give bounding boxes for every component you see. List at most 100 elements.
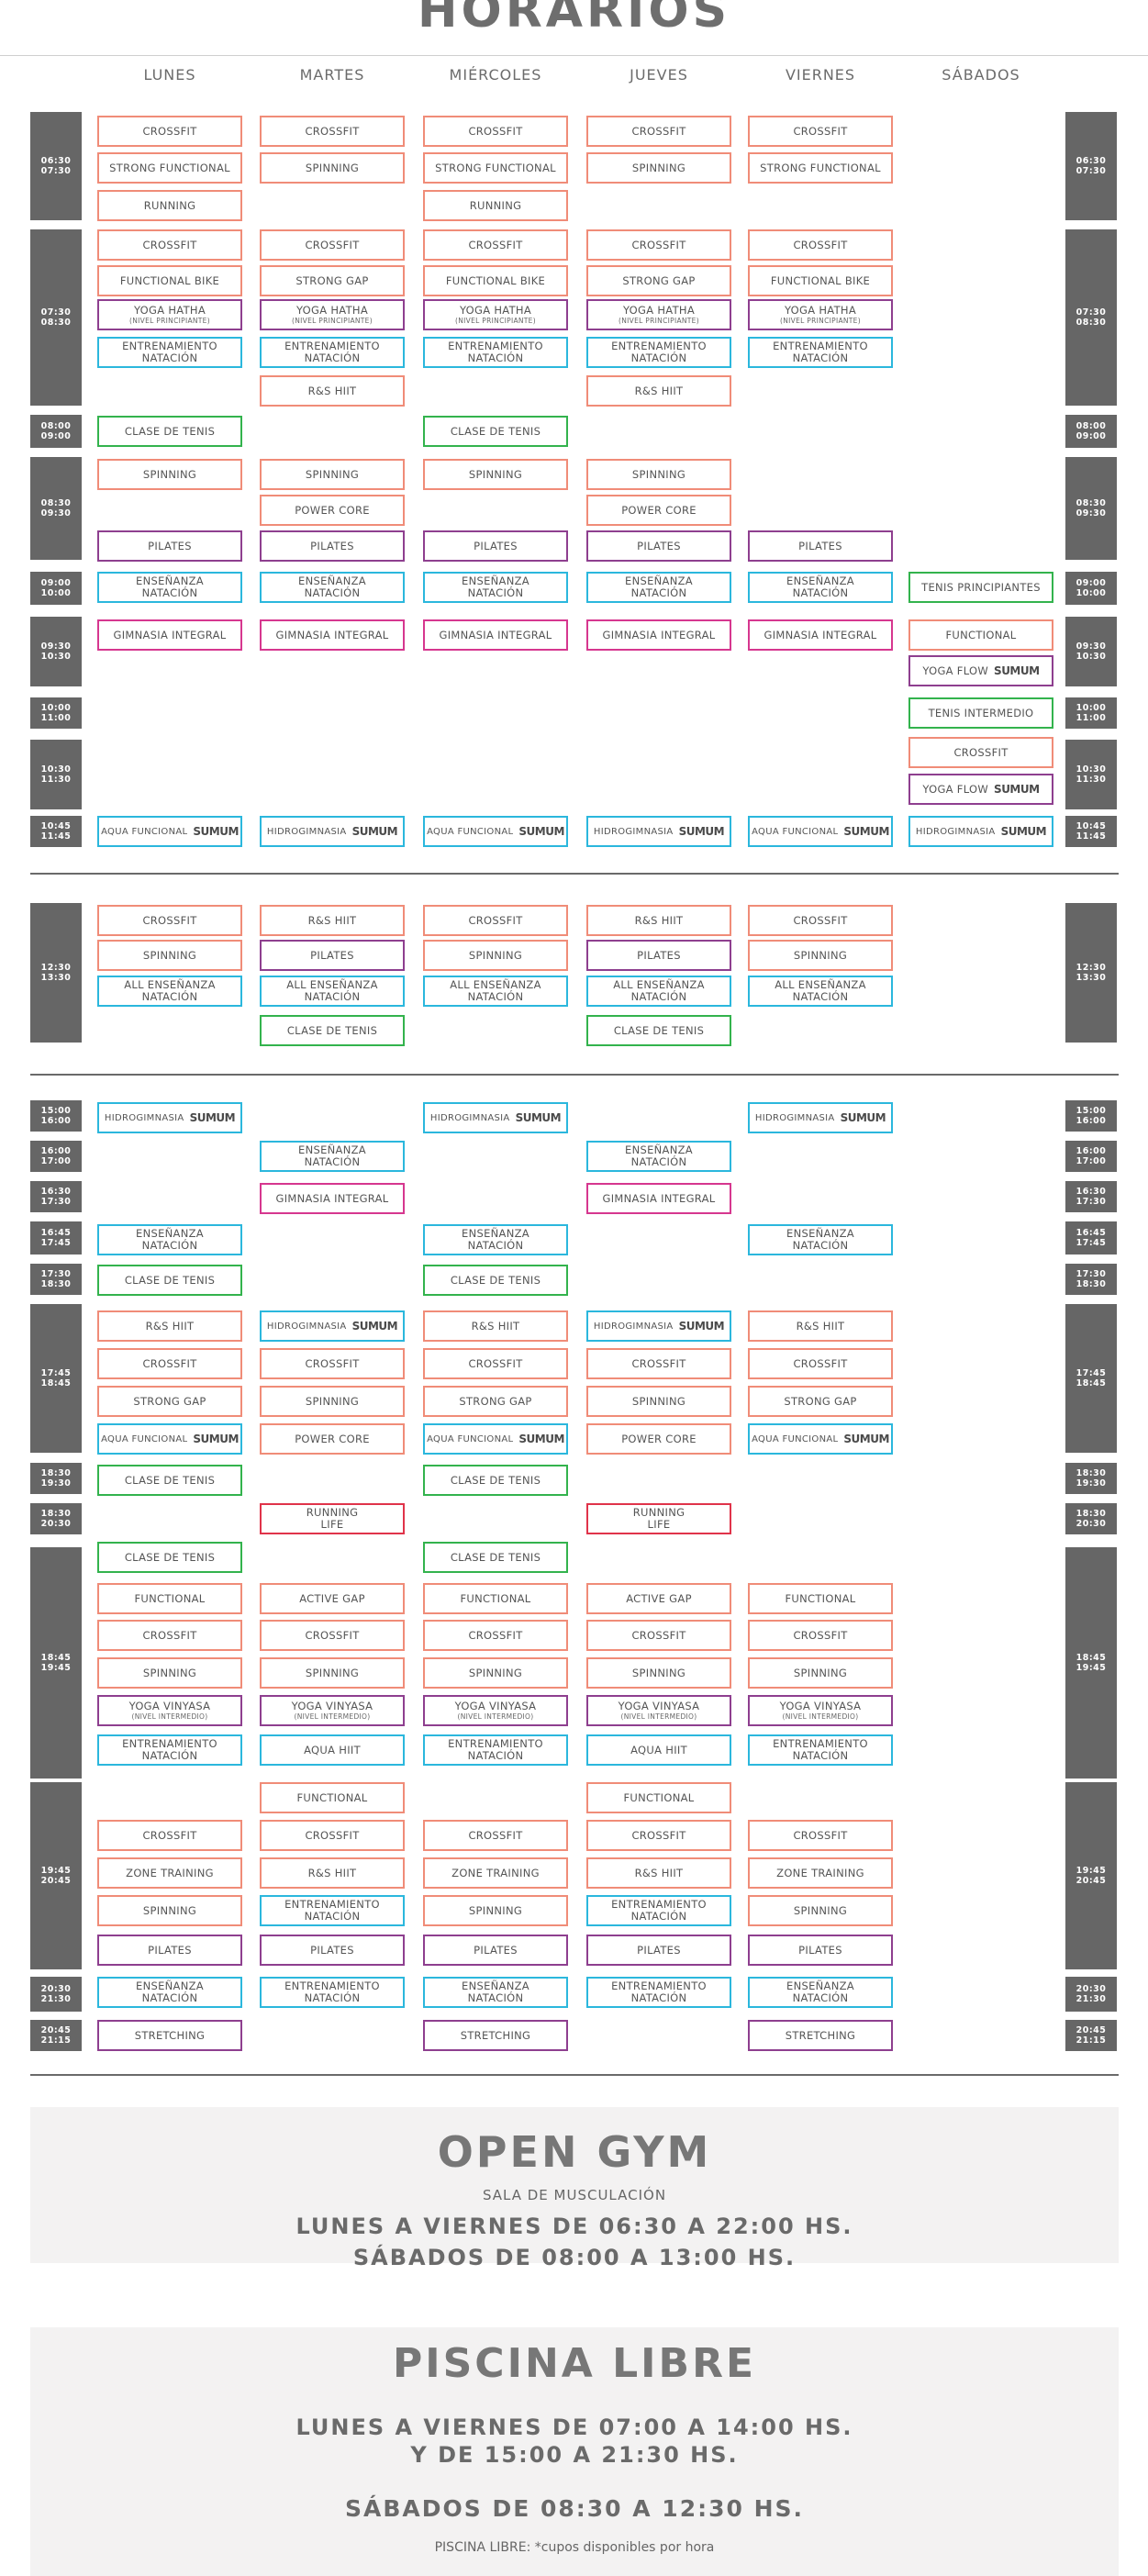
class-cell[interactable]: STRONG GAP	[586, 265, 731, 296]
class-cell[interactable]: CROSSFIT	[423, 1620, 568, 1651]
class-cell[interactable]: RUNNING	[423, 190, 568, 221]
class-cell[interactable]: ENTRENAMIENTO NATACIÓN	[260, 1895, 405, 1926]
class-cell[interactable]: POWER CORE	[586, 495, 731, 526]
class-cell[interactable]: SPINNING	[97, 1657, 242, 1689]
class-cell[interactable]: FUNCTIONAL	[748, 1583, 893, 1614]
class-cell[interactable]: FUNCTIONAL	[423, 1583, 568, 1614]
class-cell[interactable]: AQUA FUNCIONAL SUMUM	[423, 816, 568, 847]
class-cell[interactable]: HIDROGIMNASIA SUMUM	[748, 1102, 893, 1133]
class-cell[interactable]: ALL ENSEÑANZA NATACIÓN	[260, 976, 405, 1007]
class-cell[interactable]: AQUA FUNCIONAL SUMUM	[97, 816, 242, 847]
class-cell[interactable]: ZONE TRAINING	[748, 1857, 893, 1889]
class-cell[interactable]: PILATES	[260, 530, 405, 562]
class-cell[interactable]: SPINNING	[586, 1657, 731, 1689]
class-cell[interactable]: CROSSFIT	[423, 1820, 568, 1851]
class-cell[interactable]: CROSSFIT	[260, 1820, 405, 1851]
class-cell[interactable]: CROSSFIT	[423, 229, 568, 261]
class-cell[interactable]: YOGA HATHA (NIVEL PRINCIPIANTE)	[423, 299, 568, 330]
class-cell[interactable]: ENSEÑANZA NATACIÓN	[260, 572, 405, 603]
class-cell[interactable]: YOGA VINYASA (NIVEL INTERMEDIO)	[586, 1695, 731, 1726]
class-cell[interactable]: PILATES	[586, 1935, 731, 1966]
class-cell[interactable]: ENSEÑANZA NATACIÓN	[97, 1977, 242, 2008]
class-cell[interactable]: ENTRENAMIENTO NATACIÓN	[748, 337, 893, 368]
class-cell[interactable]: SPINNING	[423, 1657, 568, 1689]
class-cell[interactable]: HIDROGIMNASIA SUMUM	[260, 816, 405, 847]
class-cell[interactable]: SPINNING	[423, 940, 568, 971]
class-cell[interactable]: PILATES	[260, 1935, 405, 1966]
class-cell[interactable]: GIMNASIA INTEGRAL	[586, 619, 731, 651]
class-cell[interactable]: ENSEÑANZA NATACIÓN	[586, 572, 731, 603]
class-cell[interactable]: ENTRENAMIENTO NATACIÓN	[586, 337, 731, 368]
class-cell[interactable]: ENTRENAMIENTO NATACIÓN	[97, 337, 242, 368]
class-cell[interactable]: R&S HIIT	[586, 375, 731, 407]
class-cell[interactable]: CROSSFIT	[586, 1820, 731, 1851]
class-cell[interactable]: RUNNING	[97, 190, 242, 221]
class-cell[interactable]: HIDROGIMNASIA SUMUM	[908, 816, 1053, 847]
class-cell[interactable]: ENSEÑANZA NATACIÓN	[586, 1141, 731, 1172]
class-cell[interactable]: STRONG GAP	[748, 1386, 893, 1417]
class-cell[interactable]: R&S HIIT	[748, 1310, 893, 1342]
class-cell[interactable]: GIMNASIA INTEGRAL	[260, 1183, 405, 1214]
class-cell[interactable]: PILATES	[748, 1935, 893, 1966]
class-cell[interactable]: ENSEÑANZA NATACIÓN	[423, 572, 568, 603]
class-cell[interactable]: ENSEÑANZA NATACIÓN	[260, 1141, 405, 1172]
class-cell[interactable]: YOGA VINYASA (NIVEL INTERMEDIO)	[97, 1695, 242, 1726]
class-cell[interactable]: FUNCTIONAL	[97, 1583, 242, 1614]
class-cell[interactable]: HIDROGIMNASIA SUMUM	[586, 1310, 731, 1342]
class-cell[interactable]: SPINNING	[586, 459, 731, 490]
class-cell[interactable]: CROSSFIT	[423, 1348, 568, 1379]
class-cell[interactable]: AQUA FUNCIONAL SUMUM	[748, 816, 893, 847]
class-cell[interactable]: SPINNING	[97, 940, 242, 971]
class-cell[interactable]: CLASE DE TENIS	[97, 1465, 242, 1496]
class-cell[interactable]: ENSEÑANZA NATACIÓN	[423, 1224, 568, 1255]
class-cell[interactable]: ALL ENSEÑANZA NATACIÓN	[423, 976, 568, 1007]
class-cell[interactable]: CLASE DE TENIS	[423, 1265, 568, 1296]
class-cell[interactable]: AQUA FUNCIONAL SUMUM	[97, 1423, 242, 1455]
class-cell[interactable]: ALL ENSEÑANZA NATACIÓN	[586, 976, 731, 1007]
class-cell[interactable]: STRONG GAP	[97, 1386, 242, 1417]
class-cell[interactable]: YOGA HATHA (NIVEL PRINCIPIANTE)	[260, 299, 405, 330]
class-cell[interactable]: ZONE TRAINING	[97, 1857, 242, 1889]
class-cell[interactable]: GIMNASIA INTEGRAL	[97, 619, 242, 651]
class-cell[interactable]: CLASE DE TENIS	[97, 416, 242, 447]
class-cell[interactable]: CROSSFIT	[586, 1620, 731, 1651]
class-cell[interactable]: FUNCTIONAL BIKE	[97, 265, 242, 296]
class-cell[interactable]: TENIS INTERMEDIO	[908, 697, 1053, 729]
class-cell[interactable]: YOGA HATHA (NIVEL PRINCIPIANTE)	[748, 299, 893, 330]
class-cell[interactable]: CROSSFIT	[748, 1348, 893, 1379]
class-cell[interactable]: ENSEÑANZA NATACIÓN	[748, 572, 893, 603]
class-cell[interactable]: PILATES	[423, 1935, 568, 1966]
class-cell[interactable]: GIMNASIA INTEGRAL	[748, 619, 893, 651]
class-cell[interactable]: CROSSFIT	[748, 116, 893, 147]
class-cell[interactable]: R&S HIIT	[260, 905, 405, 936]
class-cell[interactable]: PILATES	[260, 940, 405, 971]
class-cell[interactable]: CROSSFIT	[423, 905, 568, 936]
class-cell[interactable]: ENSEÑANZA NATACIÓN	[423, 1977, 568, 2008]
class-cell[interactable]: ZONE TRAINING	[423, 1857, 568, 1889]
class-cell[interactable]: ENSEÑANZA NATACIÓN	[97, 572, 242, 603]
class-cell[interactable]: FUNCTIONAL	[586, 1782, 731, 1813]
class-cell[interactable]: ACTIVE GAP	[586, 1583, 731, 1614]
class-cell[interactable]: AQUA HIIT	[260, 1734, 405, 1766]
class-cell[interactable]: CROSSFIT	[586, 1348, 731, 1379]
class-cell[interactable]: SPINNING	[260, 1657, 405, 1689]
class-cell[interactable]: ALL ENSEÑANZA NATACIÓN	[748, 976, 893, 1007]
class-cell[interactable]: RUNNING LIFE	[586, 1503, 731, 1534]
class-cell[interactable]: PILATES	[586, 530, 731, 562]
class-cell[interactable]: R&S HIIT	[260, 375, 405, 407]
class-cell[interactable]: POWER CORE	[260, 495, 405, 526]
class-cell[interactable]: ENTRENAMIENTO NATACIÓN	[260, 1977, 405, 2008]
class-cell[interactable]: STRONG FUNCTIONAL	[97, 152, 242, 184]
class-cell[interactable]: CLASE DE TENIS	[97, 1542, 242, 1573]
class-cell[interactable]: SPINNING	[97, 1895, 242, 1926]
class-cell[interactable]: SPINNING	[260, 459, 405, 490]
class-cell[interactable]: STRONG FUNCTIONAL	[423, 152, 568, 184]
class-cell[interactable]: AQUA FUNCIONAL SUMUM	[423, 1423, 568, 1455]
class-cell[interactable]: GIMNASIA INTEGRAL	[260, 619, 405, 651]
class-cell[interactable]: FUNCTIONAL BIKE	[748, 265, 893, 296]
class-cell[interactable]: CROSSFIT	[260, 1348, 405, 1379]
class-cell[interactable]: SPINNING	[97, 459, 242, 490]
class-cell[interactable]: ALL ENSEÑANZA NATACIÓN	[97, 976, 242, 1007]
class-cell[interactable]: FUNCTIONAL BIKE	[423, 265, 568, 296]
class-cell[interactable]: ENTRENAMIENTO NATACIÓN	[748, 1734, 893, 1766]
